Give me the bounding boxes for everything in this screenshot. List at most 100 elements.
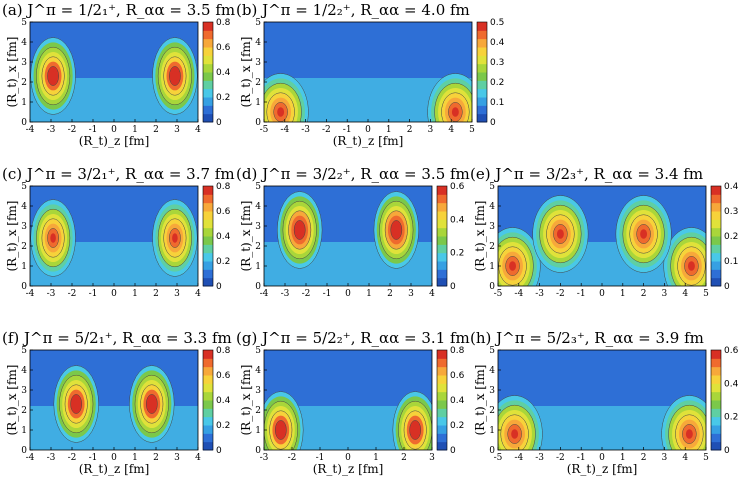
colorbar-swatch [711, 375, 721, 384]
contour-level-1-8 [296, 225, 303, 235]
colorbar-swatch [477, 63, 487, 73]
x-tick-label: 1 [373, 453, 379, 463]
y-tick-label: 5 [255, 18, 261, 28]
y-tick-label: 4 [21, 38, 27, 48]
x-tick-label: 1 [386, 125, 392, 135]
y-tick-label: 4 [255, 202, 261, 212]
x-axis-label: (R_t)_z [fm] [79, 134, 150, 148]
colorbar: 0 0.1 0.2 0.3 0.4 0.5 [476, 18, 505, 128]
y-tick-label: 5 [489, 346, 495, 356]
colorbar-swatch [203, 277, 213, 287]
contour-level-1-8 [73, 399, 79, 409]
colorbar-swatch [437, 186, 447, 195]
colorbar-swatch [203, 236, 213, 245]
y-axis-label: (R_t)_x [fm] [239, 37, 253, 108]
x-tick-label: 2 [641, 289, 647, 299]
x-tick-label: -1 [89, 453, 98, 463]
x-tick-label: -4 [26, 289, 35, 299]
y-tick-label: 5 [21, 182, 27, 192]
colorbar-swatch [203, 416, 213, 426]
colorbar-swatch [437, 383, 447, 393]
x-tick-label: 3 [174, 125, 180, 135]
x-tick-label: -3 [47, 453, 56, 463]
y-tick-label: 3 [255, 58, 261, 68]
heatmap-panel-6: -4 -3 -2 -1 0 1 2 3 4 0 1 2 3 4 5(f) J^π = 5/2₁⁺, R_αα… [2, 329, 232, 476]
y-axis-label: (R_t)_x [fm] [5, 37, 19, 108]
x-tick-label: 2 [153, 453, 159, 463]
colorbar-tick-label: 0.4 [724, 379, 739, 389]
x-tick-label: 2 [407, 125, 413, 135]
colorbar-tick-label: 0.2 [490, 78, 504, 88]
colorbar-swatch [203, 400, 213, 409]
colorbar-tick-label: 0.5 [490, 18, 504, 28]
x-tick-label: -3 [535, 289, 544, 299]
colorbar-swatch [203, 366, 213, 376]
contour-level-2-8 [685, 429, 693, 439]
colorbar-tick-label: 0.2 [216, 93, 230, 103]
colorbar-tick-label: 0.8 [450, 346, 465, 356]
colorbar-swatch [711, 433, 721, 443]
colorbar-swatch [437, 408, 447, 418]
y-tick-label: 0 [255, 282, 261, 292]
colorbar-tick-label: 0.4 [490, 38, 505, 48]
colorbar-tick-label: 0.1 [490, 98, 504, 108]
colorbar-swatch [477, 30, 487, 40]
panel-title: (a) J^π = 1/2₁⁺, R_αα = 3.5 fm [2, 1, 235, 19]
x-tick-label: 0 [111, 125, 117, 135]
y-tick-label: 0 [489, 282, 495, 292]
colorbar-swatch [711, 408, 721, 418]
y-tick-label: 0 [21, 282, 27, 292]
contour-level-2-8 [172, 71, 178, 81]
y-tick-label: 4 [489, 202, 495, 212]
x-tick-label: 1 [366, 289, 372, 299]
panel-title: (f) J^π = 5/2₁⁺, R_αα = 3.3 fm [2, 329, 232, 347]
colorbar-tick-label: 0.2 [216, 421, 230, 431]
colorbar-tick-label: 0.4 [216, 68, 231, 78]
colorbar-frame [202, 185, 214, 287]
y-tick-label: 1 [21, 262, 27, 272]
panel-title: (c) J^π = 3/2₁⁺, R_αα = 3.7 fm [2, 165, 235, 183]
x-tick-label: -2 [68, 453, 77, 463]
colorbar-tick-label: 0.2 [450, 421, 464, 431]
contour-level-1-8 [278, 425, 284, 435]
colorbar-tick-label: 0.3 [490, 58, 504, 68]
colorbar-frame [202, 21, 214, 123]
x-tick-label: 5 [469, 125, 475, 135]
colorbar-swatch [437, 269, 447, 279]
x-tick-label: 0 [599, 453, 605, 463]
x-tick-label: 0 [599, 289, 605, 299]
x-tick-label: 4 [448, 125, 454, 135]
colorbar-swatch [477, 38, 487, 48]
colorbar-swatch [203, 211, 213, 220]
x-tick-label: 3 [429, 453, 435, 463]
y-tick-label: 5 [21, 18, 27, 28]
colorbar-tick-label: 0 [216, 446, 222, 456]
x-tick-label: 1 [620, 453, 626, 463]
contour-level-2-8 [687, 261, 695, 271]
colorbar-tick-label: 0.6 [216, 43, 231, 53]
x-tick-label: -3 [301, 125, 310, 135]
colorbar-swatch [477, 88, 487, 98]
x-axis-label: (R_t)_z [fm] [333, 134, 404, 148]
x-tick-label: 2 [387, 289, 393, 299]
y-tick-label: 5 [489, 182, 495, 192]
colorbar-tick-label: 0 [216, 118, 222, 128]
colorbar-tick-label: 0.4 [216, 396, 231, 406]
y-tick-label: 1 [255, 98, 261, 108]
y-tick-label: 4 [21, 202, 27, 212]
colorbar-swatch [203, 244, 213, 254]
panel-title: (d) J^π = 3/2₂⁺, R_αα = 3.5 fm [236, 165, 470, 183]
contour-level-3-8 [556, 229, 564, 239]
x-tick-label: -1 [343, 125, 352, 135]
contour-level-2-8 [393, 225, 400, 235]
colorbar-swatch [437, 277, 447, 287]
colorbar-tick-label: 0.8 [216, 18, 231, 28]
colorbar-swatch [203, 408, 213, 418]
contour-level-1-8 [50, 71, 56, 81]
colorbar-swatch [477, 80, 487, 90]
x-tick-label: -1 [89, 125, 98, 135]
y-tick-label: 5 [255, 346, 261, 356]
colorbar: 0 0.1 0.2 0.3 0.4 [710, 182, 739, 292]
colorbar-swatch [477, 55, 487, 65]
y-tick-label: 0 [255, 446, 261, 456]
